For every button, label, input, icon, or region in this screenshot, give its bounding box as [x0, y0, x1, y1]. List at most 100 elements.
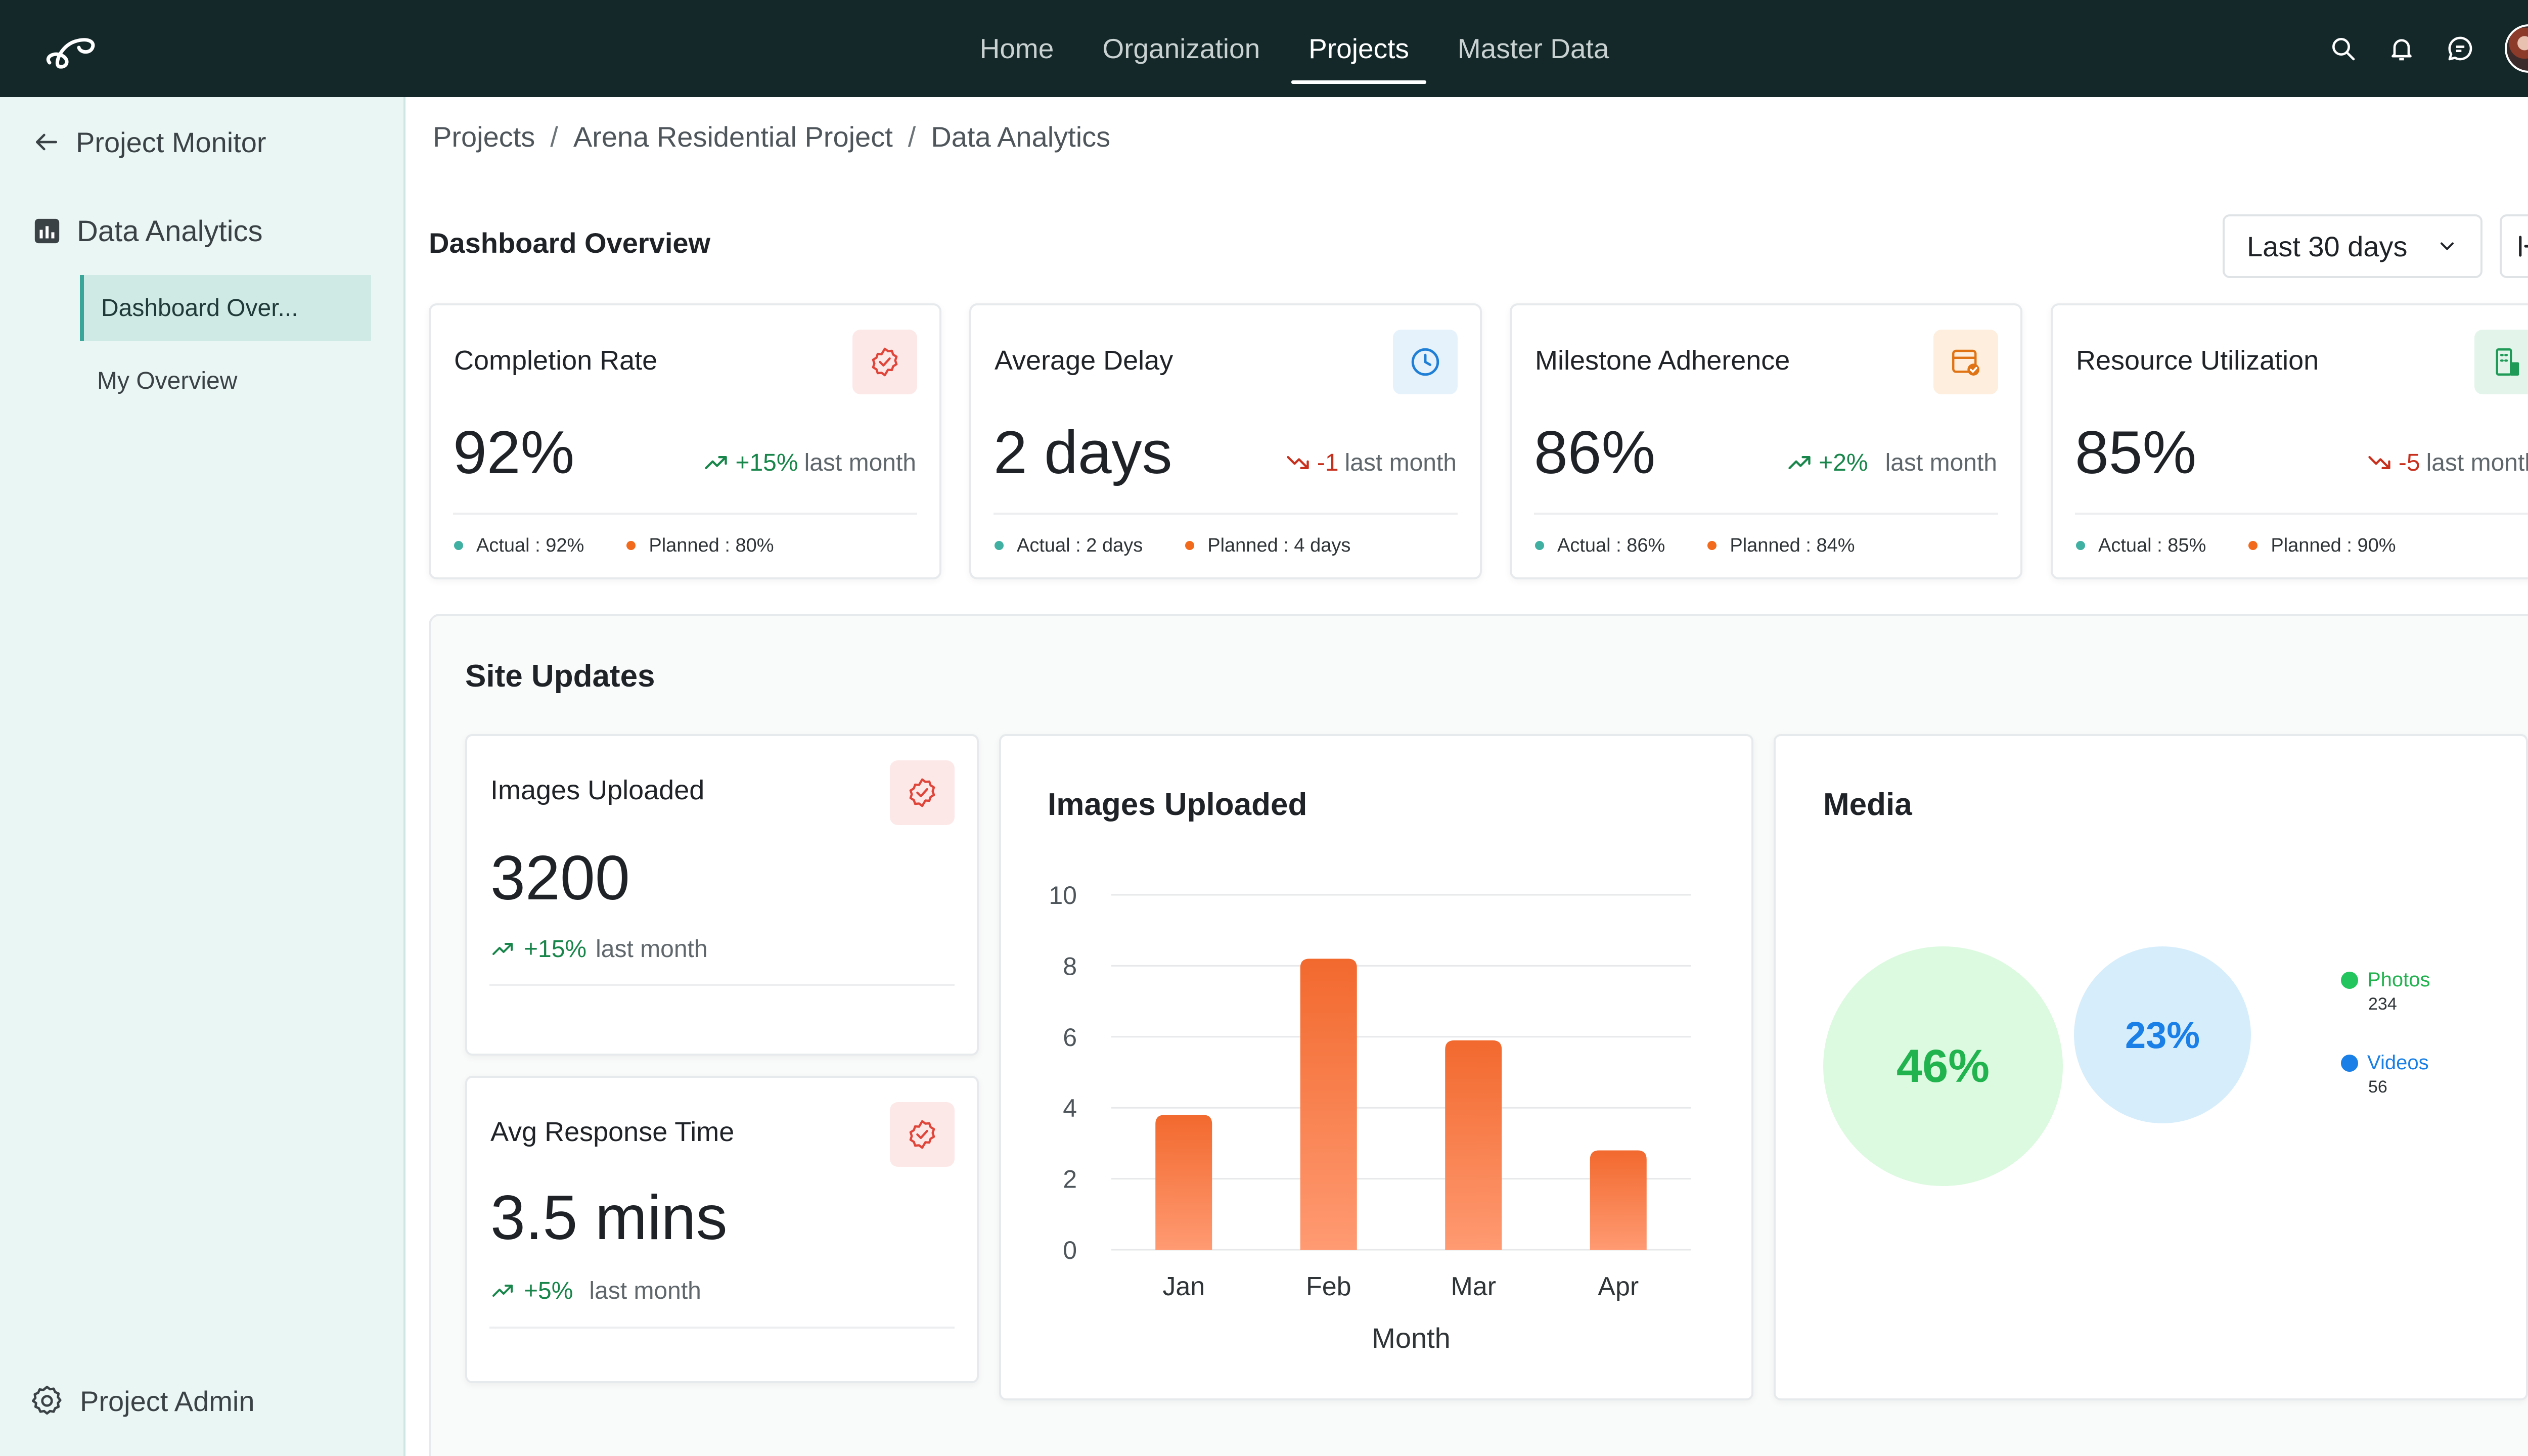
planned-label: Planned : 90% — [2271, 534, 2396, 556]
clock-icon — [1411, 348, 1439, 376]
legend-videos: Videos 56 — [2341, 1052, 2429, 1097]
kpi-trend: +15% last month — [703, 445, 916, 480]
y-tick-label: 10 — [1049, 881, 1077, 909]
videos-dot — [2341, 1054, 2358, 1072]
badge-check-icon — [872, 347, 898, 377]
kpi-title: Resource Utilization — [2076, 345, 2319, 376]
gear-icon — [31, 1385, 62, 1415]
kpi-title: Completion Rate — [454, 345, 658, 376]
bar-jan — [1155, 1115, 1212, 1250]
logo-icon[interactable] — [39, 26, 105, 72]
chevron-down-icon — [2440, 242, 2454, 250]
top-icons — [2329, 24, 2528, 73]
trend-suffix: last month — [2426, 449, 2528, 476]
kpi-value: 2 days — [994, 419, 1172, 486]
media-title: Media — [1823, 787, 1912, 822]
top-bar: Home Organization Projects Master Data — [0, 0, 2528, 97]
page-title: Dashboard Overview — [429, 227, 711, 259]
kpi-legend: Actual : 2 days Planned : 4 days — [995, 528, 1350, 563]
breadcrumb-project[interactable]: Arena Residential Project — [573, 120, 893, 153]
x-tick-label: Apr — [1598, 1272, 1639, 1301]
search-icon[interactable] — [2329, 34, 2357, 63]
actual-dot — [995, 541, 1004, 550]
kpi-card-completion-rate: Completion Rate 92% +15% last month Actu… — [429, 303, 941, 579]
divider — [994, 513, 1458, 515]
kpi-icon-box — [1933, 330, 1998, 394]
card-trend: +15% last month — [490, 931, 708, 967]
y-tick-label: 8 — [1063, 952, 1077, 980]
actual-label: Actual : 86% — [1557, 534, 1665, 556]
nav-master-data[interactable]: Master Data — [1457, 33, 1609, 64]
y-tick-label: 0 — [1063, 1236, 1077, 1264]
kpi-legend: Actual : 92% Planned : 80% — [454, 528, 774, 563]
trend-suffix: last month — [1344, 449, 1457, 476]
sidebar-item-my-overview[interactable]: My Overview — [97, 367, 238, 394]
trend-down-icon — [1287, 456, 1309, 469]
trend-up-icon — [1788, 456, 1811, 469]
videos-count: 56 — [2368, 1077, 2387, 1097]
kpi-card-resource-utilization: Resource Utilization 85% -5 last month A… — [2051, 303, 2528, 579]
arrow-right-to-line-icon — [2519, 236, 2528, 257]
kpi-card-milestone-adherence: Milestone Adherence 86% +2% last month A… — [1510, 303, 2022, 579]
y-tick-label: 4 — [1063, 1094, 1077, 1122]
x-axis-label: Month — [1372, 1322, 1451, 1354]
sidebar-item-dashboard-overview[interactable]: Dashboard Over... — [80, 275, 371, 341]
date-range-select[interactable]: Last 30 days — [2223, 214, 2482, 278]
y-tick-label: 2 — [1063, 1165, 1077, 1194]
trend-suffix: last month — [804, 449, 916, 476]
card-value: 3200 — [490, 843, 630, 913]
kpi-trend: -1 last month — [1285, 445, 1457, 480]
trend-down-icon — [2368, 456, 2390, 469]
actual-dot — [1535, 541, 1544, 550]
divider — [1534, 513, 1998, 515]
kpi-icon-box — [852, 330, 917, 394]
date-range-value: Last 30 days — [2247, 230, 2408, 262]
sidebar-section-data-analytics[interactable]: Data Analytics — [32, 208, 263, 254]
main-nav: Home Organization Projects Master Data — [0, 0, 2528, 97]
kpi-value: 85% — [2075, 419, 2197, 486]
kpi-icon-box — [2474, 330, 2528, 394]
divider — [2075, 513, 2528, 515]
avatar[interactable] — [2505, 24, 2528, 73]
trend-value: +15% — [524, 935, 587, 963]
bell-icon[interactable] — [2387, 34, 2416, 63]
kpi-title: Milestone Adherence — [1535, 345, 1790, 376]
chat-icon[interactable] — [2446, 34, 2474, 63]
project-admin-link[interactable]: Project Admin — [29, 1378, 255, 1424]
nav-home[interactable]: Home — [979, 33, 1054, 64]
card-trend: +5% last month — [490, 1273, 701, 1308]
breadcrumb-separator: / — [550, 120, 558, 153]
videos-label: Videos — [2367, 1052, 2429, 1074]
kpi-value: 92% — [453, 419, 575, 486]
trend-up-icon — [492, 943, 513, 955]
export-button[interactable] — [2500, 214, 2528, 278]
nav-organization[interactable]: Organization — [1102, 33, 1260, 64]
videos-percent: 23% — [2125, 1014, 2200, 1056]
calendar-check-icon — [1952, 349, 1979, 376]
card-value: 3.5 mins — [490, 1183, 728, 1253]
kpi-title: Average Delay — [995, 345, 1173, 376]
trend-suffix: last month — [589, 1277, 701, 1304]
sidebar: Project Monitor Data Analytics Dashboard… — [0, 97, 405, 1456]
planned-label: Planned : 4 days — [1207, 534, 1351, 556]
legend-photos: Photos 234 — [2341, 969, 2430, 1014]
actual-label: Actual : 92% — [476, 534, 584, 556]
card-title: Avg Response Time — [490, 1117, 735, 1147]
arrow-left-icon — [36, 133, 57, 151]
breadcrumb-projects[interactable]: Projects — [433, 120, 535, 153]
nav-projects[interactable]: Projects — [1291, 0, 1426, 97]
bar-mar — [1445, 1040, 1502, 1250]
planned-dot — [1185, 541, 1195, 550]
badge-check-icon — [909, 778, 935, 807]
divider — [489, 1327, 955, 1329]
photos-percent: 46% — [1896, 1040, 1990, 1092]
back-to-project-monitor[interactable]: Project Monitor — [32, 119, 266, 165]
breadcrumb: Projects / Arena Residential Project / D… — [433, 116, 1110, 157]
kpi-value: 86% — [1534, 419, 1656, 486]
kpi-legend: Actual : 85% Planned : 90% — [2076, 528, 2396, 563]
planned-dot — [2248, 541, 2258, 550]
trend-value: +5% — [524, 1277, 573, 1304]
kpi-legend: Actual : 86% Planned : 84% — [1535, 528, 1855, 563]
trend-up-icon — [492, 1285, 513, 1297]
planned-dot — [626, 541, 636, 550]
